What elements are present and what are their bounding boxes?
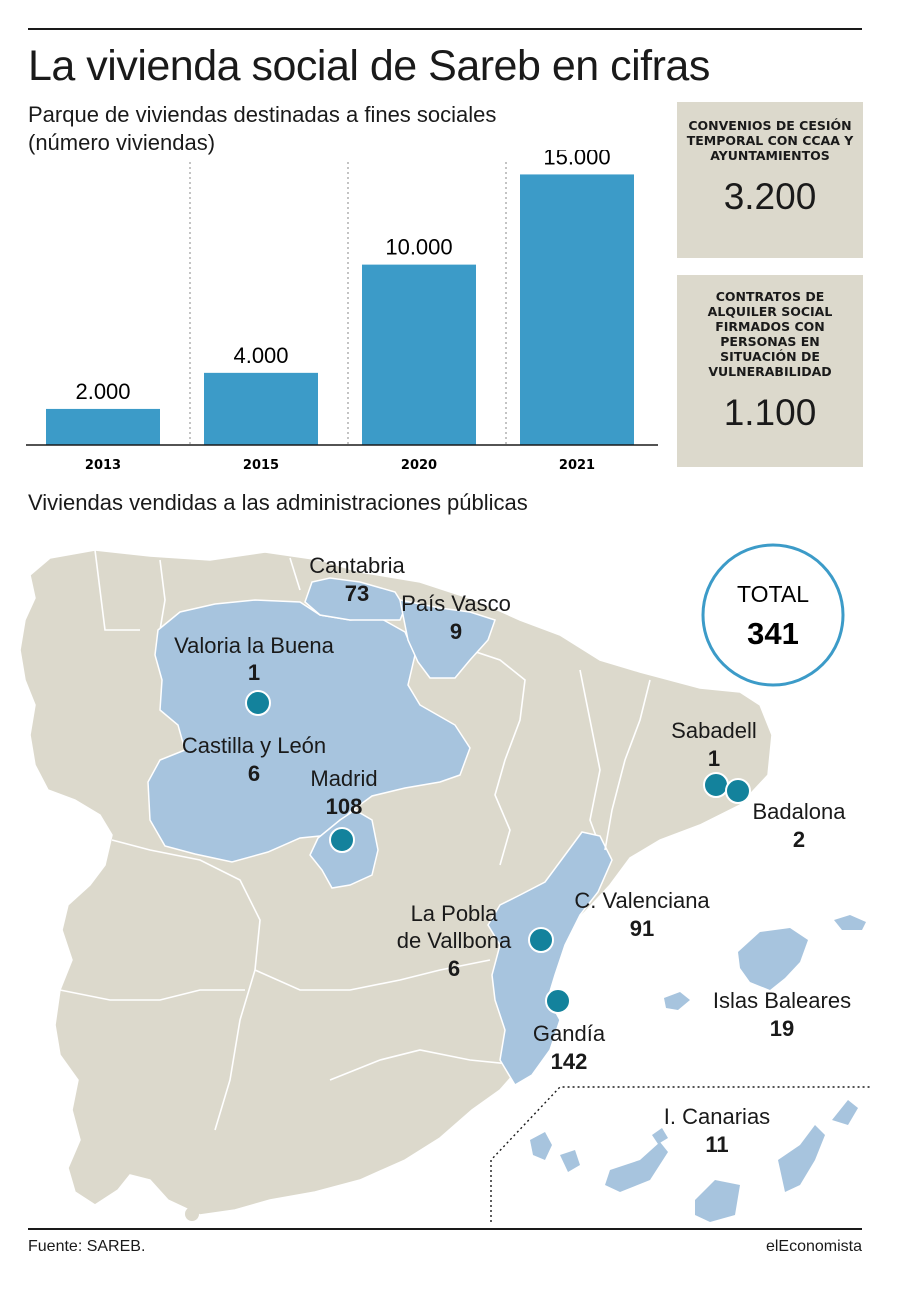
dot-badalona [725,778,751,804]
label-madrid: Madrid [310,766,377,791]
location-dots [245,690,751,1014]
bar-value-label-2015: 4.000 [233,343,288,368]
value-i-canarias: 11 [705,1132,728,1157]
bar-value-labels: 2.000 4.000 10.000 15.000 [75,150,610,404]
label-cantabria: Cantabria [309,553,405,578]
total-value: 341 [747,616,799,651]
source-note: Fuente: SAREB. [28,1238,146,1255]
label-la-pobla: La Pobla [411,901,499,926]
map-labels: Cantabria 73 País Vasco 9 Valoria la Bue… [174,553,851,1157]
bottom-rule [28,1228,862,1230]
page-title: La vivienda social de Sareb en cifras [28,42,710,90]
map-heading: Viviendas vendidas a las administracione… [28,490,528,515]
stat-value-convenios: 3.200 [723,176,817,217]
value-cantabria: 73 [345,581,369,606]
dot-gandia [545,988,571,1014]
dot-valoria-la-buena [245,690,271,716]
stat-label-contratos: CONTRATOS DE ALQUILER SOCIAL FIRMADOS CO… [707,289,833,379]
value-islas-baleares: 19 [770,1016,794,1041]
bar-2013 [46,408,160,445]
island-mallorca [738,928,808,990]
bar-chart-title: Parque de viviendas destinadas a fines s… [28,102,497,127]
stat-value-contratos: 1.100 [723,392,817,433]
catalonia-boundary [604,679,651,851]
stat-box-contratos: CONTRATOS DE ALQUILER SOCIAL FIRMADOS CO… [677,275,863,467]
value-valoria-la-buena: 1 [248,660,260,685]
bar-category-label-2013: 2013 [85,458,121,473]
region-c-valenciana [487,831,613,1087]
bar-value-label-2013: 2.000 [75,379,130,404]
canary-islands [530,1100,858,1222]
canarias-inset-border [490,1086,870,1222]
dot-madrid [329,827,355,853]
bar-category-label-2015: 2015 [243,458,279,473]
bar-value-label-2020: 10.000 [385,235,452,260]
label-castilla-y-leon: Castilla y León [182,733,326,758]
bars [46,174,634,446]
spain-map: TOTAL 341 Cantabria 73 País Vasco 9 Valo… [19,543,870,1222]
label-badalona: Badalona [753,799,847,824]
label-de-vallbona: de Vallbona [397,928,512,953]
value-badalona: 2 [793,827,805,852]
label-pais-vasco: País Vasco [401,591,511,616]
value-c-valenciana: 91 [630,916,654,941]
ceuta-islet [185,1207,199,1221]
bar-category-label-2021: 2021 [559,458,595,473]
value-pais-vasco: 9 [450,619,462,644]
value-gandia: 142 [551,1049,588,1074]
bar-category-label-2020: 2020 [401,458,437,473]
value-castilla-y-leon: 6 [248,761,260,786]
label-i-canarias: I. Canarias [664,1104,770,1129]
total-circle [701,543,845,687]
stat-label-convenios: CONVENIOS DE CESIÓN TEMPORAL CON CCAA Y … [686,118,854,163]
label-islas-baleares: Islas Baleares [713,988,851,1013]
dot-sabadell [703,772,729,798]
province-boundaries [59,549,606,1131]
bar-separators [189,162,507,445]
value-madrid: 108 [326,794,363,819]
bar-2021 [520,174,634,446]
value-sabadell: 1 [708,746,720,771]
top-rule [28,28,862,30]
label-sabadell: Sabadell [671,718,757,743]
label-c-valenciana: C. Valenciana [574,888,710,913]
total-label: TOTAL [737,581,809,607]
stat-box-convenios: CONVENIOS DE CESIÓN TEMPORAL CON CCAA Y … [677,102,863,258]
bar-value-label-2021: 15.000 [543,150,610,169]
bar-2015 [204,372,318,445]
brand-logo-text: elEconomista [765,1238,862,1255]
bar-chart-heading: Parque de viviendas destinadas a fines s… [28,101,496,157]
label-gandia: Gandía [533,1021,606,1046]
bar-category-labels: 2013 2015 2020 2021 [85,458,595,473]
value-la-pobla-de-vallbona: 6 [448,956,460,981]
region-pais-vasco [399,599,496,679]
label-valoria-la-buena: Valoria la Buena [174,633,335,658]
island-menorca [834,915,866,930]
island-ibiza [664,992,690,1010]
bar-chart-subtitle: (número viviendas) [28,130,216,155]
dot-la-pobla-de-vallbona [528,927,554,953]
bar-2020 [362,264,476,445]
bar-chart: 2.000 4.000 10.000 15.000 2013 2015 2020 2021 [26,150,658,473]
